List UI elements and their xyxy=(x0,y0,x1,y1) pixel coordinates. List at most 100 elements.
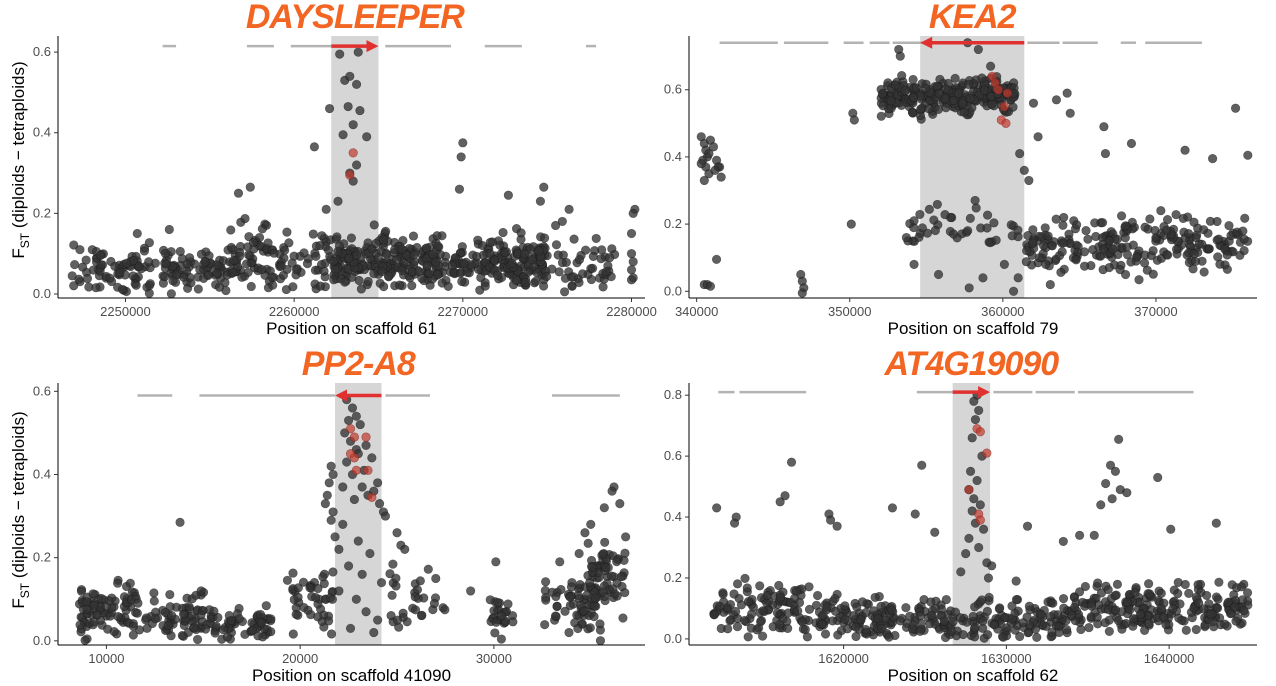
data-point xyxy=(256,264,267,275)
data-point xyxy=(369,627,379,638)
data-point xyxy=(979,85,990,95)
data-point xyxy=(908,92,919,103)
data-point xyxy=(320,499,330,509)
data-point xyxy=(607,486,617,496)
data-point xyxy=(1072,220,1082,230)
data-point xyxy=(110,261,120,271)
data-point xyxy=(573,623,583,634)
data-point xyxy=(620,548,630,558)
data-point xyxy=(1239,605,1249,616)
gene-arrow-head xyxy=(366,40,379,53)
data-point xyxy=(333,196,343,206)
data-point xyxy=(269,248,279,258)
data-point xyxy=(791,586,802,596)
data-point xyxy=(995,603,1005,613)
data-point xyxy=(491,617,501,627)
data-point xyxy=(1166,524,1176,534)
data-point xyxy=(933,104,944,115)
data-point xyxy=(772,608,783,618)
y-tick-label: 0.2 xyxy=(33,550,51,565)
data-point xyxy=(315,240,325,251)
panel-pp2-a8: 0.0 0.2 0.4 0.6 10000 20000 30000 Position on s… xyxy=(33,345,645,685)
data-point xyxy=(782,616,792,626)
data-point xyxy=(948,617,958,627)
data-point xyxy=(574,254,585,265)
data-point xyxy=(842,624,853,634)
data-point xyxy=(1191,624,1201,635)
y-tick-label: 0.6 xyxy=(33,44,51,59)
data-point xyxy=(381,249,392,260)
data-point xyxy=(709,609,719,620)
data-point xyxy=(373,478,383,488)
data-point xyxy=(328,507,338,517)
data-point xyxy=(1066,610,1077,620)
data-point xyxy=(917,223,927,233)
data-point xyxy=(128,271,138,281)
data-point xyxy=(941,84,951,94)
data-point xyxy=(932,199,942,210)
data-point xyxy=(1156,588,1166,598)
data-point xyxy=(288,568,298,578)
data-point xyxy=(1236,582,1247,592)
data-point xyxy=(226,615,236,626)
data-point xyxy=(1199,604,1209,614)
highlight-point xyxy=(349,453,360,463)
ylabel-main-top: F xyxy=(9,248,28,258)
y-axis-title-bottom: FST (diploids − tetraploids) xyxy=(9,411,32,608)
data-point xyxy=(840,601,850,611)
data-point xyxy=(974,405,984,416)
highlight-point xyxy=(351,465,361,475)
data-point xyxy=(968,611,978,622)
data-point xyxy=(1028,98,1039,108)
data-point xyxy=(588,562,598,572)
data-point xyxy=(357,482,367,492)
data-point xyxy=(70,260,80,270)
data-point xyxy=(1096,500,1106,510)
data-point xyxy=(723,603,733,613)
data-point xyxy=(1238,226,1248,236)
data-point xyxy=(1051,254,1061,264)
data-point xyxy=(1032,632,1042,642)
data-point xyxy=(281,284,291,295)
data-point xyxy=(574,277,584,288)
data-point xyxy=(1062,88,1072,98)
data-point xyxy=(344,253,354,263)
data-point xyxy=(564,204,574,214)
data-point xyxy=(696,159,706,169)
data-point xyxy=(133,598,143,608)
data-point xyxy=(1177,615,1187,625)
data-point xyxy=(241,259,252,269)
data-point xyxy=(196,586,206,596)
data-point xyxy=(729,518,740,528)
data-point xyxy=(964,283,974,293)
data-point xyxy=(615,499,625,509)
data-point xyxy=(500,247,510,258)
data-point xyxy=(933,269,944,280)
x-tick-label: 370000 xyxy=(1134,304,1177,319)
data-point xyxy=(743,632,753,642)
data-point xyxy=(1239,234,1249,244)
data-point xyxy=(75,620,85,630)
data-point xyxy=(1130,588,1140,598)
data-point xyxy=(752,625,762,635)
data-point xyxy=(117,284,128,295)
data-point xyxy=(1015,631,1025,642)
x-tick-label: 20000 xyxy=(282,651,318,666)
ylabel-sub-bottom: ST xyxy=(18,582,32,598)
data-point xyxy=(1008,102,1018,112)
x-tick-label: 1640000 xyxy=(1144,651,1195,666)
data-point xyxy=(139,246,150,256)
data-point xyxy=(1024,601,1034,611)
data-point xyxy=(340,277,350,287)
data-point xyxy=(987,99,997,109)
data-point xyxy=(794,598,805,608)
data-point xyxy=(565,592,575,602)
data-point xyxy=(1080,581,1090,592)
data-point xyxy=(884,632,894,642)
data-point xyxy=(1128,621,1138,631)
data-point xyxy=(553,250,563,260)
data-point xyxy=(887,503,898,513)
data-point xyxy=(930,604,940,614)
data-point xyxy=(466,586,476,596)
data-point xyxy=(105,273,115,283)
